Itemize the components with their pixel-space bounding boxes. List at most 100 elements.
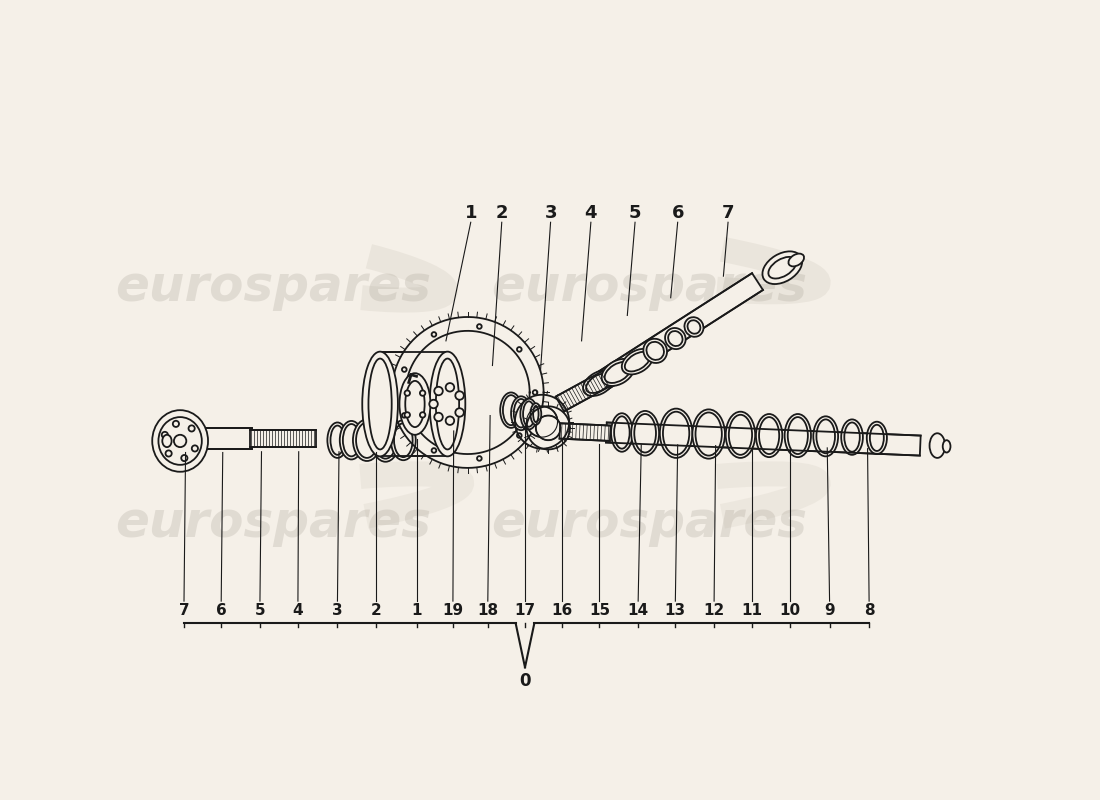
Circle shape [174, 434, 186, 447]
Ellipse shape [500, 393, 521, 428]
Circle shape [434, 413, 443, 422]
Ellipse shape [610, 414, 632, 452]
Ellipse shape [362, 352, 398, 456]
Text: 11: 11 [741, 603, 762, 618]
Text: 2: 2 [495, 204, 508, 222]
Circle shape [402, 413, 407, 418]
Ellipse shape [530, 403, 541, 425]
Polygon shape [381, 352, 448, 456]
Ellipse shape [756, 414, 782, 457]
Text: 0: 0 [519, 672, 530, 690]
Text: 8: 8 [864, 603, 874, 618]
Text: 17: 17 [515, 603, 536, 618]
Ellipse shape [789, 254, 804, 266]
Ellipse shape [784, 414, 811, 457]
Circle shape [517, 347, 521, 352]
Circle shape [431, 332, 437, 337]
Ellipse shape [343, 424, 360, 456]
Polygon shape [392, 317, 543, 468]
Ellipse shape [813, 416, 838, 456]
Circle shape [431, 448, 437, 453]
Ellipse shape [514, 399, 528, 427]
Ellipse shape [845, 422, 860, 452]
Ellipse shape [759, 417, 779, 454]
Circle shape [446, 417, 454, 425]
Ellipse shape [870, 425, 883, 451]
Ellipse shape [520, 398, 538, 430]
Ellipse shape [625, 352, 650, 371]
Ellipse shape [394, 423, 412, 457]
Text: 10: 10 [780, 603, 801, 618]
Ellipse shape [663, 412, 690, 455]
Text: 19: 19 [442, 603, 463, 618]
Text: 12: 12 [704, 603, 725, 618]
Text: 18: 18 [477, 603, 498, 618]
Ellipse shape [503, 395, 519, 425]
Polygon shape [250, 430, 316, 447]
Ellipse shape [524, 402, 535, 426]
Text: eurospares: eurospares [491, 499, 807, 547]
Ellipse shape [867, 422, 887, 454]
Ellipse shape [583, 370, 614, 396]
Ellipse shape [586, 374, 612, 393]
Ellipse shape [356, 422, 377, 458]
Ellipse shape [368, 358, 392, 450]
Text: 4: 4 [293, 603, 304, 618]
Circle shape [434, 386, 443, 395]
Ellipse shape [163, 434, 172, 447]
Ellipse shape [375, 422, 396, 458]
Ellipse shape [668, 331, 682, 346]
Ellipse shape [692, 410, 725, 458]
Circle shape [188, 426, 195, 431]
Ellipse shape [353, 419, 381, 461]
Polygon shape [191, 428, 252, 450]
Ellipse shape [614, 416, 629, 449]
Ellipse shape [340, 421, 363, 459]
Ellipse shape [602, 359, 635, 386]
Text: 13: 13 [664, 603, 686, 618]
Circle shape [182, 455, 187, 461]
Ellipse shape [769, 257, 796, 278]
Ellipse shape [788, 417, 807, 454]
Ellipse shape [534, 406, 539, 422]
Polygon shape [556, 371, 610, 411]
Ellipse shape [430, 352, 465, 456]
Circle shape [165, 450, 172, 457]
Circle shape [429, 400, 438, 408]
Ellipse shape [635, 414, 656, 453]
Text: 5: 5 [629, 204, 641, 222]
Text: 14: 14 [628, 603, 649, 618]
Ellipse shape [372, 418, 399, 462]
Text: 1: 1 [464, 204, 477, 222]
Ellipse shape [943, 440, 950, 453]
Ellipse shape [816, 419, 835, 454]
Ellipse shape [842, 419, 862, 455]
Text: 7: 7 [722, 204, 735, 222]
Circle shape [420, 412, 426, 418]
Ellipse shape [328, 422, 348, 458]
Ellipse shape [647, 342, 664, 360]
Ellipse shape [660, 409, 692, 458]
Ellipse shape [512, 396, 531, 430]
Circle shape [173, 421, 179, 427]
Circle shape [532, 390, 538, 394]
Ellipse shape [405, 381, 425, 427]
Text: eurospares: eurospares [116, 263, 431, 311]
Circle shape [402, 367, 407, 372]
Ellipse shape [688, 320, 701, 334]
Ellipse shape [399, 373, 430, 435]
Polygon shape [597, 273, 763, 390]
Text: 3: 3 [332, 603, 343, 618]
Ellipse shape [158, 417, 201, 465]
Ellipse shape [644, 338, 667, 363]
Ellipse shape [930, 434, 945, 458]
Ellipse shape [527, 406, 558, 437]
Ellipse shape [330, 426, 344, 455]
Ellipse shape [152, 410, 208, 472]
Circle shape [405, 390, 410, 396]
Text: 15: 15 [588, 603, 610, 618]
Ellipse shape [762, 251, 802, 284]
Circle shape [191, 446, 198, 451]
Circle shape [455, 408, 464, 417]
Circle shape [477, 456, 482, 461]
